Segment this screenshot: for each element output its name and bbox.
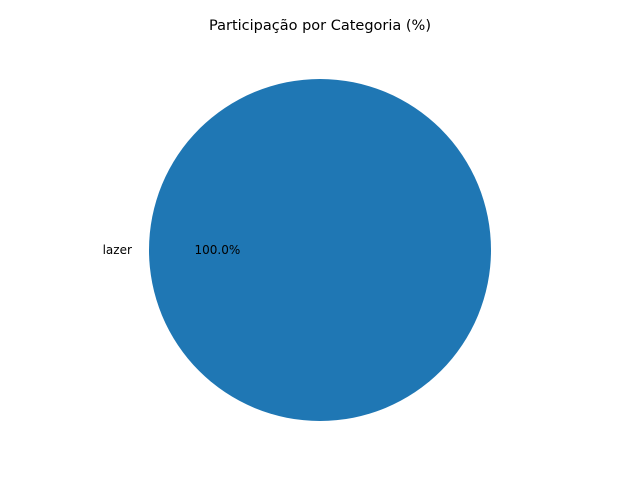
- pie-slices: [149, 79, 491, 421]
- pie-slice-lazer: [149, 79, 491, 421]
- chart-title: Participação por Categoria (%): [209, 18, 431, 34]
- pie-labels: lazer 100.0%: [103, 243, 241, 257]
- pie-slice-percent-label: 100.0%: [195, 243, 241, 257]
- pie-slice-label: lazer: [103, 243, 132, 257]
